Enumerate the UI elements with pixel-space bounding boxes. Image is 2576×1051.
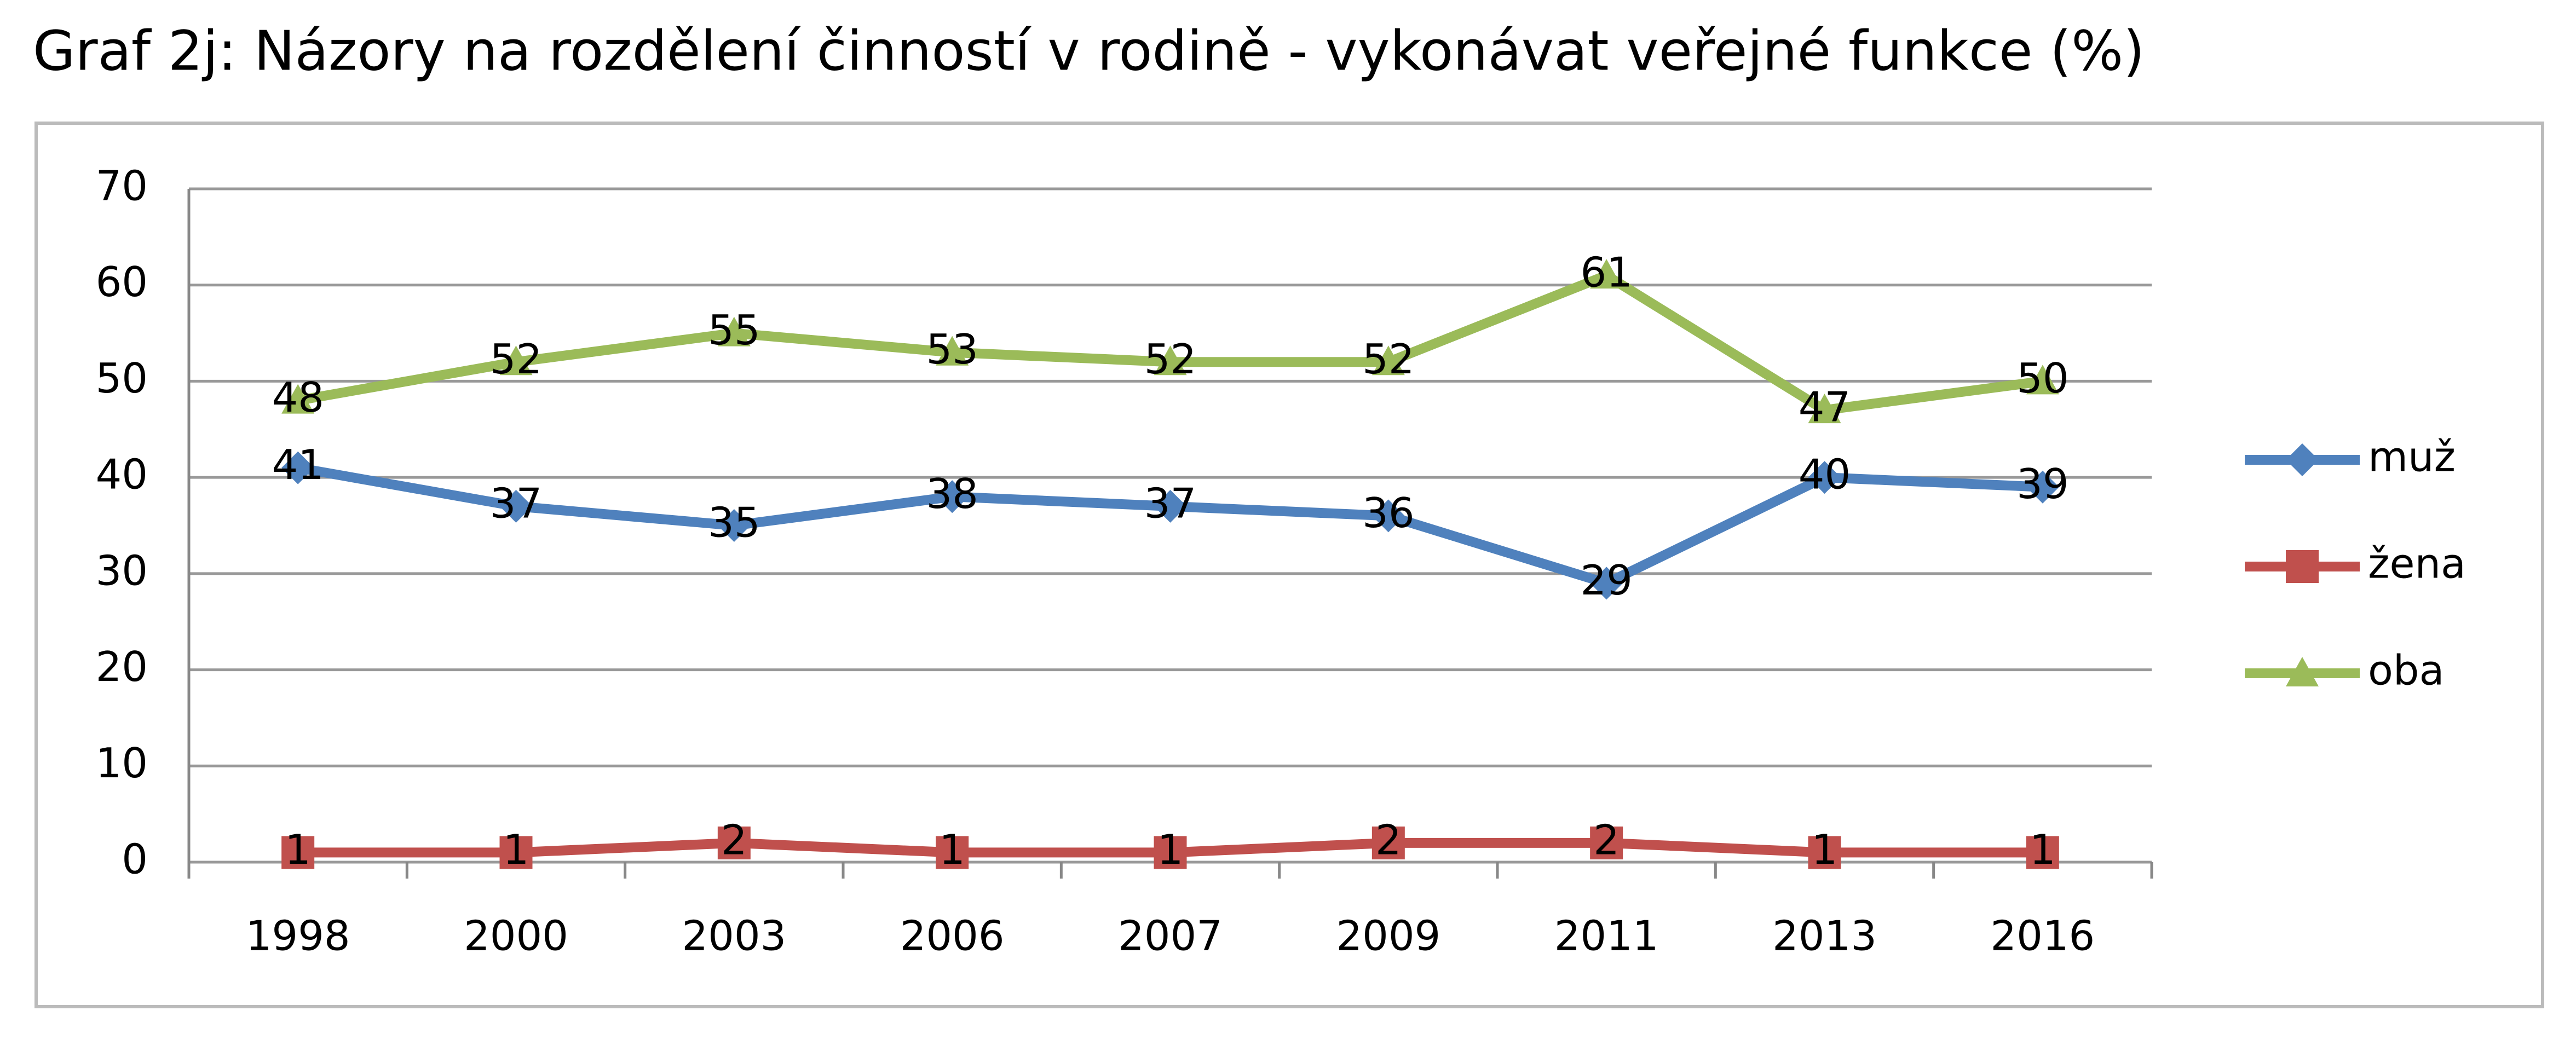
marker xyxy=(717,509,751,542)
y-tick-label: 70 xyxy=(96,162,148,210)
data-label: 1 xyxy=(939,825,965,874)
marker xyxy=(1371,499,1405,533)
data-label: 61 xyxy=(1580,249,1632,297)
marker xyxy=(1590,826,1623,859)
marker xyxy=(1154,489,1187,523)
data-label: 1 xyxy=(285,825,311,874)
data-label: 50 xyxy=(2016,354,2068,402)
legend-label: žena xyxy=(2368,540,2466,588)
data-label: 55 xyxy=(708,306,760,354)
y-tick-label: 0 xyxy=(122,835,148,883)
x-tick-label: 2016 xyxy=(1990,912,2095,960)
x-tick-label: 2006 xyxy=(900,912,1005,960)
data-label: 47 xyxy=(1799,383,1851,431)
x-tick-label: 2003 xyxy=(682,912,786,960)
data-label: 37 xyxy=(490,479,542,527)
x-tick-label: 2007 xyxy=(1118,912,1223,960)
data-label: 1 xyxy=(1157,825,1184,874)
data-label: 38 xyxy=(926,470,978,518)
y-tick-label: 50 xyxy=(96,354,148,402)
marker xyxy=(499,489,533,523)
marker xyxy=(936,836,969,869)
data-label: 41 xyxy=(272,441,324,489)
data-label: 2 xyxy=(721,816,747,864)
data-label: 2 xyxy=(1375,816,1402,864)
marker xyxy=(1371,345,1405,376)
chart-frame xyxy=(34,122,2544,1008)
marker xyxy=(1808,394,1841,424)
y-tick-label: 60 xyxy=(96,258,148,306)
data-label: 1 xyxy=(1812,825,1838,874)
marker xyxy=(2286,443,2319,476)
data-label: 1 xyxy=(2030,825,2056,874)
y-tick-label: 40 xyxy=(96,451,148,499)
y-tick-label: 20 xyxy=(96,643,148,691)
legend-label: muž xyxy=(2368,433,2456,481)
marker xyxy=(2286,657,2319,686)
data-label: 40 xyxy=(1799,451,1851,499)
marker xyxy=(936,480,969,513)
marker xyxy=(2026,365,2059,395)
chart-title: Graf 2j: Názory na rozdělení činností v … xyxy=(33,19,2145,83)
marker xyxy=(1154,836,1187,869)
data-label: 29 xyxy=(1580,556,1632,604)
data-label: 53 xyxy=(926,325,978,373)
x-tick-label: 2013 xyxy=(1772,912,1877,960)
data-label: 1 xyxy=(503,825,529,874)
x-tick-label: 2000 xyxy=(464,912,568,960)
data-label: 2 xyxy=(1593,816,1620,864)
marker xyxy=(936,336,969,366)
marker xyxy=(2026,470,2059,504)
data-label: 39 xyxy=(2016,460,2068,508)
marker xyxy=(1154,345,1187,376)
marker xyxy=(717,826,751,859)
marker xyxy=(1808,461,1841,494)
data-label: 48 xyxy=(272,373,324,421)
data-label: 52 xyxy=(490,335,542,383)
data-label: 52 xyxy=(1144,335,1196,383)
x-tick-label: 1998 xyxy=(246,912,350,960)
marker xyxy=(1371,826,1405,859)
marker xyxy=(717,316,751,347)
marker xyxy=(1808,836,1841,869)
marker xyxy=(1590,567,1623,600)
x-tick-label: 2011 xyxy=(1554,912,1659,960)
marker xyxy=(281,451,315,484)
marker xyxy=(2026,836,2059,869)
legend-label: oba xyxy=(2368,646,2444,695)
marker xyxy=(499,836,533,869)
marker xyxy=(2286,550,2319,583)
x-tick-label: 2009 xyxy=(1336,912,1440,960)
data-label: 35 xyxy=(708,499,760,547)
data-label: 37 xyxy=(1144,479,1196,527)
data-label: 36 xyxy=(1362,489,1414,537)
marker xyxy=(1590,259,1623,289)
data-label: 52 xyxy=(1362,335,1414,383)
marker xyxy=(281,384,315,414)
y-tick-label: 30 xyxy=(96,546,148,594)
y-tick-label: 10 xyxy=(96,739,148,787)
marker xyxy=(499,345,533,376)
marker xyxy=(281,836,315,869)
